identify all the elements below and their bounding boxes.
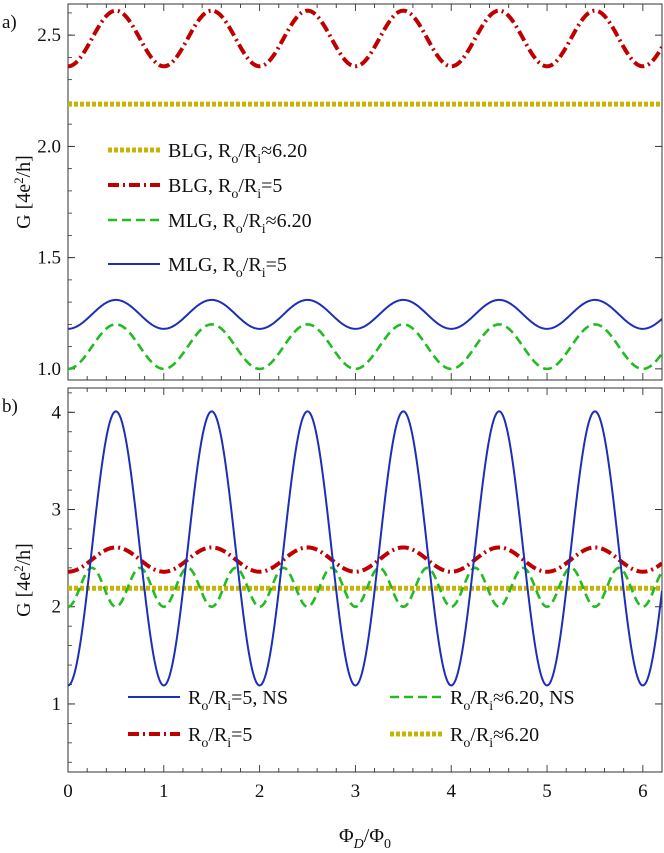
series-line [68,410,662,687]
y-tick-label: 2 [52,597,62,618]
x-tick-label: 2 [255,781,265,802]
legend-label: Ro/Ri≈6.20, NS [450,687,575,714]
x-tick-label: 4 [446,781,456,802]
x-tick-label: 6 [638,781,648,802]
legend-entry: MLG, Ro/Ri≈6.20 [108,210,312,237]
legend-entry: Ro/Ri=5, NS [128,687,288,714]
x-tick-label: 1 [159,781,169,802]
legend-label: MLG, Ro/Ri≈6.20 [168,210,312,237]
y-axis-label: G [4e2/h] [11,543,35,617]
y-axis-label: G [4e2/h] [11,155,35,229]
legend-label: MLG, Ro/Ri=5 [168,254,287,281]
panel-label: b) [2,396,18,417]
y-tick-label: 1.5 [37,248,61,269]
y-tick-label: 1.0 [37,359,61,380]
legend-label: BLG, Ro/Ri=5 [168,175,282,202]
legend-entry: MLG, Ro/Ri=5 [108,254,287,281]
legend-entry: BLG, Ro/Ri=5 [108,175,282,202]
y-tick-label: 4 [52,402,62,423]
legend-label: Ro/Ri=5 [188,724,252,751]
legend-label: BLG, Ro/Ri≈6.20 [168,140,307,167]
plot-frame [67,3,663,381]
y-tick-label: 1 [52,694,62,715]
legend-entry: BLG, Ro/Ri≈6.20 [108,140,307,167]
panel-a: 1.0 1.5 2.0 2.5 a) G [4e2/h] BLG, Ro/Ri≈6.20 BL… [2,3,663,381]
x-tick-label: 3 [351,781,361,802]
x-tick-label: 5 [542,781,552,802]
series-line [68,323,662,371]
series-line [68,545,662,574]
y-tick-label: 2.5 [37,25,61,46]
y-tick-label: 3 [52,500,62,521]
panel-b: 1 2 3 4 0 1 2 3 4 5 6 b) G [4e2/h] Ro/Ri=5, NS Ro/Ri≈6… [2,387,663,802]
x-axis-label: ΦD/Φ0 [339,825,391,852]
plot-frame [67,387,663,773]
series-line [68,298,662,330]
legend-entry: Ro/Ri≈6.20 [390,724,539,751]
y-tick-label: 2.0 [37,136,61,157]
series-line [68,8,662,69]
legend-entry: Ro/Ri≈6.20, NS [390,687,575,714]
legend-entry: Ro/Ri=5 [128,724,252,751]
x-tick-label: 0 [63,781,73,802]
legend-label: Ro/Ri≈6.20 [450,724,539,751]
legend-label: Ro/Ri=5, NS [188,687,288,714]
panel-label: a) [2,12,17,33]
